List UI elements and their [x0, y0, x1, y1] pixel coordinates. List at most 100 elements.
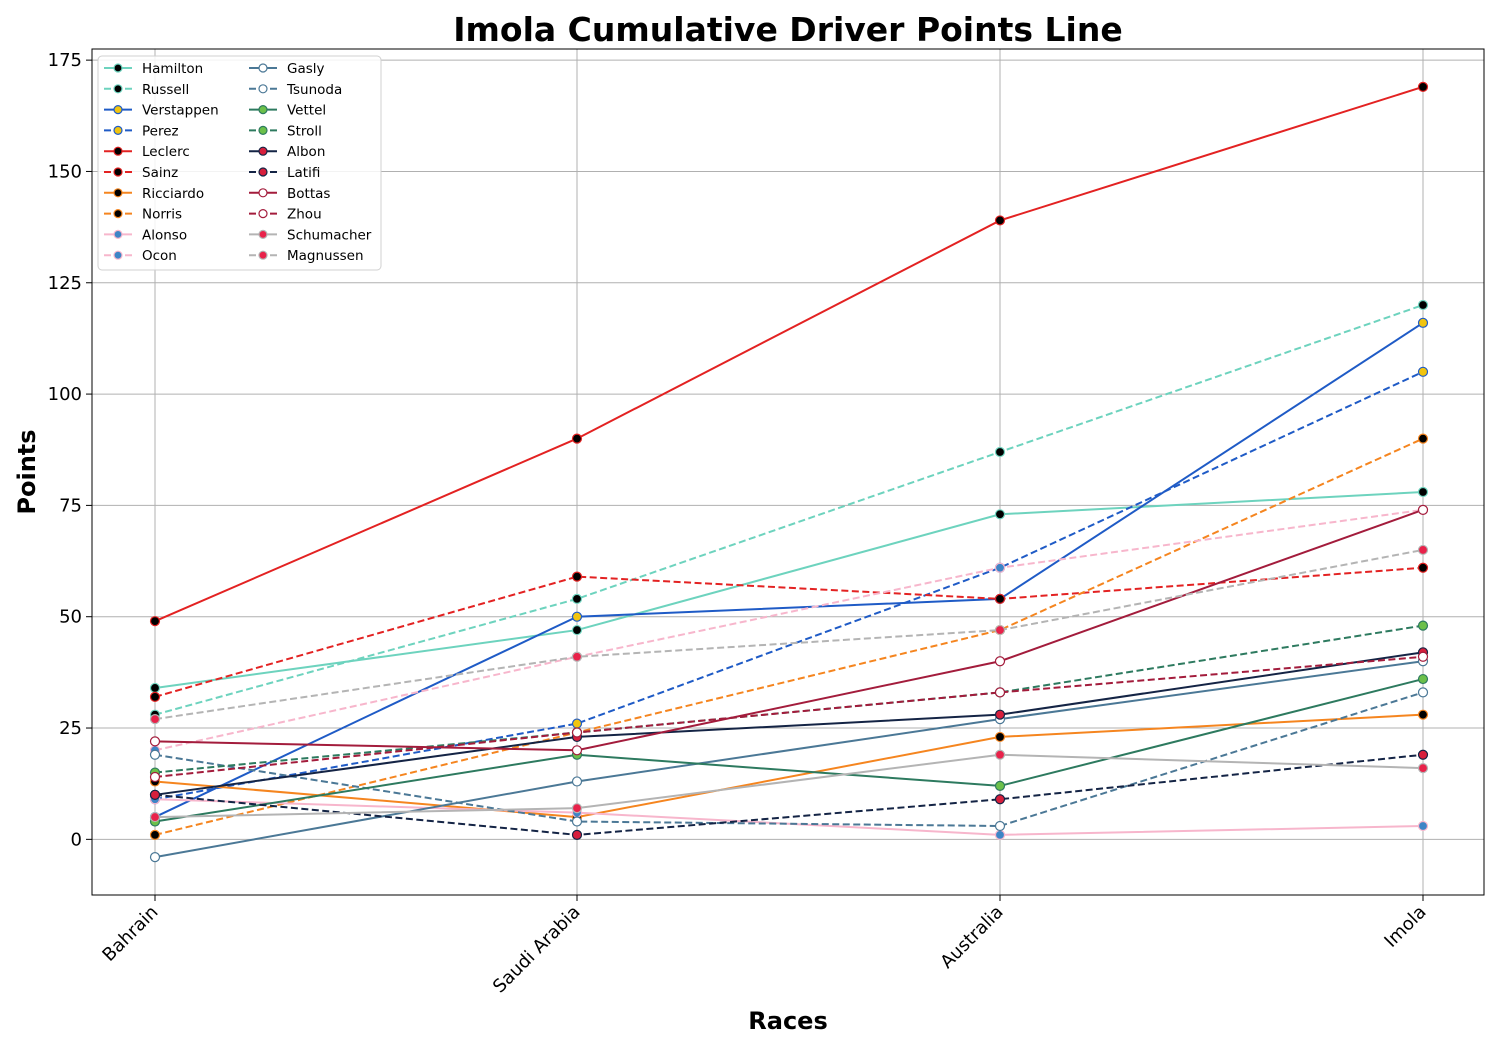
legend-label: Tsunoda [286, 82, 342, 98]
legend-label: Magnussen [287, 248, 364, 264]
data-point-schumacher [1417, 762, 1429, 774]
legend-marker-swatch [258, 229, 268, 239]
data-point-leclerc [1417, 81, 1429, 92]
legend-marker-swatch [258, 209, 268, 219]
legend-marker-swatch [258, 188, 268, 198]
data-point-norris [1417, 433, 1429, 444]
data-point-latifi [571, 829, 583, 840]
legend-marker-swatch [113, 146, 123, 156]
series-line-alonso [154, 798, 1424, 836]
data-point-leclerc [994, 215, 1006, 226]
data-point-ricciardo [994, 731, 1006, 743]
x-tick-label: Imola [1380, 902, 1430, 952]
legend-marker-swatch [258, 125, 268, 135]
data-point-russell [1417, 299, 1429, 311]
data-point-leclerc [149, 616, 161, 627]
data-point-alonso [994, 829, 1006, 840]
data-point-zhou [571, 727, 583, 738]
data-point-latifi [1417, 749, 1429, 760]
legend-label: Perez [142, 123, 179, 139]
data-point-gasly [149, 852, 161, 863]
data-point-tsunoda [994, 820, 1006, 832]
series-line-bottas [154, 508, 1424, 752]
data-point-norris [149, 829, 161, 840]
data-point-russell [994, 446, 1006, 458]
data-point-verstappen [571, 611, 583, 622]
data-point-perez [571, 718, 583, 729]
series-line-verstappen [154, 321, 1424, 818]
legend-marker-swatch [258, 250, 268, 260]
data-point-latifi [149, 789, 161, 800]
legend-marker-swatch [258, 167, 268, 177]
legend-label: Albon [287, 144, 325, 160]
data-point-magnussen [571, 651, 583, 662]
series-markers [149, 81, 1429, 863]
x-tick-label: Saudi Arabia [489, 902, 585, 998]
legend-label: Zhou [287, 207, 322, 223]
data-point-bottas [149, 736, 161, 747]
legend-label: Schumacher [287, 227, 372, 243]
legend-label: Ocon [142, 248, 177, 264]
legend-label: Hamilton [142, 61, 203, 77]
legend-marker-swatch [113, 104, 123, 115]
x-tick-label: Australia [936, 902, 1007, 973]
data-point-ocon [994, 562, 1006, 573]
series-line-russell [154, 304, 1424, 716]
data-point-tsunoda [571, 816, 583, 827]
data-point-sainz [994, 593, 1006, 605]
y-tick-label: 50 [59, 607, 82, 628]
series-line-zhou [154, 655, 1424, 778]
legend-label: Russell [142, 82, 189, 98]
series-line-latifi [154, 753, 1424, 836]
legend-marker-swatch [113, 229, 123, 239]
data-point-zhou [1417, 651, 1429, 662]
series-line-magnussen [154, 548, 1424, 721]
legend-marker-swatch [258, 84, 268, 94]
y-tick-label: 150 [48, 161, 82, 182]
y-tick-label: 125 [48, 273, 82, 294]
y-tick-label: 175 [48, 50, 82, 71]
data-point-bottas [571, 745, 583, 756]
data-point-alonso [1417, 820, 1429, 832]
data-point-schumacher [994, 749, 1006, 760]
legend-label: Leclerc [142, 144, 190, 160]
data-point-schumacher [149, 811, 161, 823]
legend-label: Norris [142, 207, 182, 223]
legend-marker-swatch [113, 209, 123, 219]
data-point-magnussen [149, 714, 161, 725]
series-line-schumacher [154, 753, 1424, 819]
data-point-magnussen [994, 624, 1006, 636]
legend: Hamilton Russell Verstappen Perez Leclerc Sai… [97, 55, 382, 271]
legend-label: Stroll [287, 123, 322, 139]
plot-area-frame [91, 48, 1485, 896]
data-point-gasly [571, 776, 583, 787]
data-point-schumacher [571, 803, 583, 814]
series-line-hamilton [154, 491, 1424, 689]
series-line-norris [154, 437, 1424, 836]
data-point-verstappen [1417, 317, 1429, 328]
legend-marker-swatch [113, 167, 123, 177]
series-line-ocon [154, 508, 1424, 752]
data-point-bottas [994, 656, 1006, 667]
data-point-albon [994, 709, 1006, 720]
legend-marker-swatch [258, 63, 268, 73]
data-point-stroll [1417, 620, 1429, 631]
data-point-magnussen [1417, 544, 1429, 556]
legend-label: Bottas [287, 186, 330, 202]
legend-marker-swatch [258, 146, 268, 156]
y-tick-label: 25 [59, 718, 82, 739]
chart-title: Imola Cumulative Driver Points Line [453, 10, 1122, 49]
series-line-leclerc [154, 85, 1424, 623]
series-line-albon [154, 651, 1424, 796]
data-point-russell [571, 593, 583, 605]
series-line-ricciardo [154, 713, 1424, 819]
data-point-hamilton [994, 509, 1006, 520]
data-point-ricciardo [1417, 709, 1429, 720]
x-tick-label: Bahrain [98, 902, 162, 966]
data-point-hamilton [571, 624, 583, 636]
series-line-perez [154, 370, 1424, 801]
data-point-tsunoda [1417, 687, 1429, 698]
series-line-sainz [154, 566, 1424, 698]
legend-marker-swatch [113, 250, 123, 260]
